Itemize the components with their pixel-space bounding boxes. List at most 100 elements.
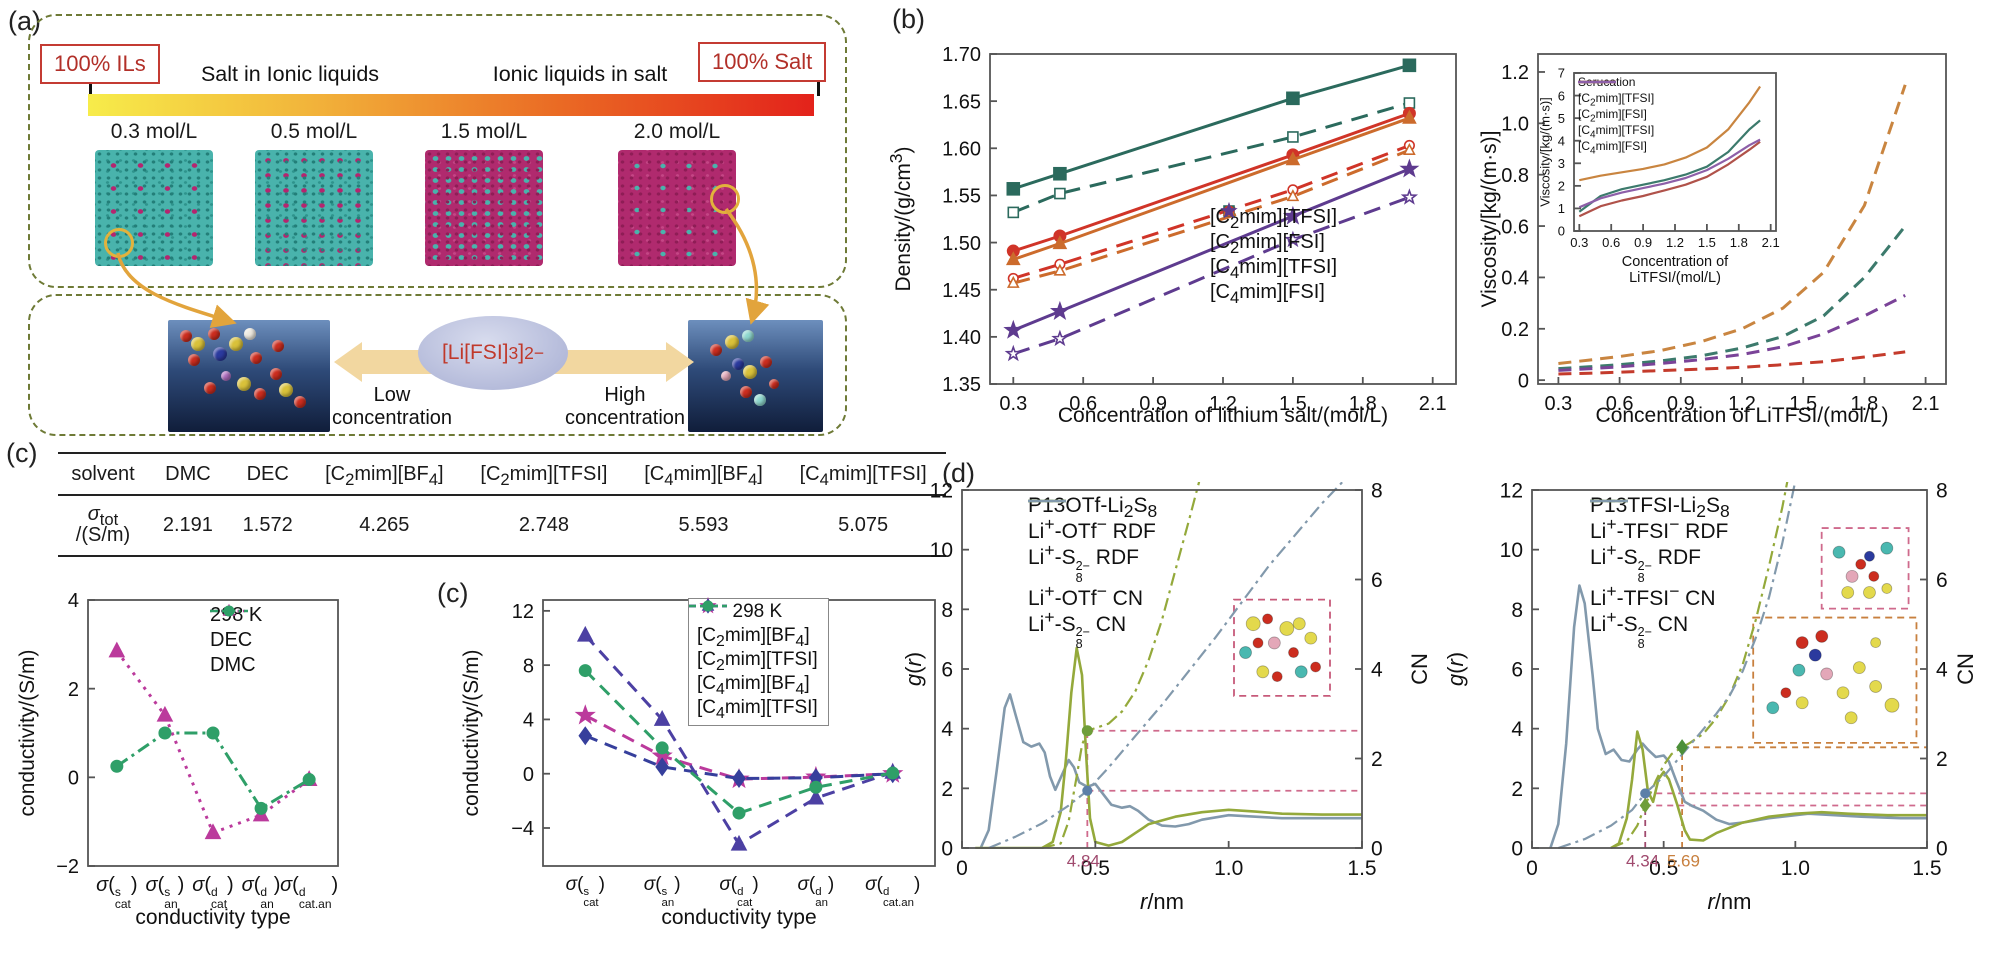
triangle-marker [1403, 142, 1416, 155]
legend: 298 K [C2mim][BF4] [C2mim][TFSI] [C4mim][BF… [688, 596, 829, 726]
y-tick-label: 0 [68, 768, 79, 790]
table-header-cell: DMC [148, 453, 228, 496]
atom-dot [204, 382, 216, 394]
x-tick-label: 0.6 [1069, 393, 1097, 415]
r-tick-label: 2 [1371, 748, 1383, 771]
y-tick-label: −4 [511, 818, 534, 840]
r-tick-label: 8 [1936, 480, 1948, 503]
series-line [1012, 63, 1410, 191]
legend-item-label: [C2mim][BF4] [697, 625, 810, 650]
molecule-atom [1844, 711, 1858, 725]
triangle-marker [1053, 263, 1067, 276]
molecule-atom [1841, 586, 1855, 599]
molecule-atom [1252, 637, 1264, 649]
y-tick-label: 2 [68, 679, 79, 701]
legend-title: 298 K [210, 604, 263, 626]
legend-item-label: [C4mim][BF4] [697, 673, 810, 698]
series-line [1012, 101, 1410, 214]
legend-item-label: Li+-OTf− RDF [1028, 514, 1156, 543]
series-line [1041, 482, 1201, 849]
series-line [1578, 119, 1761, 213]
legend-title: 298 K [732, 601, 783, 622]
legend-item-label: Li+-OTf− CN [1028, 580, 1143, 610]
y-tick-label: 1.40 [942, 327, 981, 349]
table: solvent DMC DEC [C2mim][BF4] [C2mim][TFSI] [C… [58, 452, 946, 557]
molecule-atom [1792, 663, 1806, 677]
legend-item: [C2mim][BF4] [689, 596, 818, 650]
square-marker [1402, 58, 1417, 73]
triangle-marker [730, 834, 748, 851]
legend-item: Li+-OTf− CN [1028, 499, 1157, 611]
category-tick-label: σ(s an) [145, 874, 185, 911]
y-tick-label: 1.0 [1501, 114, 1529, 136]
x-axis-label: Concentration of LiTFSI/(mol/L) [1595, 404, 1889, 427]
y-tick-label: 12 [930, 480, 953, 503]
conc-label-05: 0.5 mol/L [270, 120, 358, 143]
molecule-atom [1808, 648, 1822, 662]
star-marker [1003, 319, 1024, 339]
legend-item-label: Li+-S 2− 8 RDF [1590, 540, 1701, 585]
right-axis-label: CN [1953, 653, 1978, 685]
y-axis-label: Viscosity/[kg/(m·s)] [1478, 130, 1501, 308]
y-tick-label: 0 [941, 838, 953, 861]
atom-dot [213, 347, 227, 361]
molecule-atom [1294, 665, 1308, 679]
atom-dot [740, 386, 752, 398]
molecule-atom [1852, 661, 1866, 675]
conc-label-20: 2.0 mol/L [633, 120, 721, 143]
legend: P13TFSI-Li2S8 Li+-TFSI− RDF Li+-S 2− 8 RDF Li… [1590, 494, 1730, 653]
molecule-atom [1880, 541, 1894, 555]
series-line [1012, 195, 1410, 356]
circle-marker [223, 605, 235, 617]
legend-item-label: [C2mim][FSI] [1578, 107, 1647, 125]
r-tick-label: 4 [1371, 659, 1383, 682]
salt-100-badge: 100% Salt [698, 42, 827, 82]
circle-marker [886, 766, 900, 780]
atom-dot [254, 388, 266, 400]
star-marker [1004, 344, 1022, 362]
y-tick-label: 1.50 [942, 233, 981, 255]
atom-dot [250, 352, 262, 364]
legend: Serucation [C2mim][TFSI] [C2mim][FSI] [C4mi… [1578, 75, 1654, 156]
legend-item-label: [C4mim][FSI] [1210, 281, 1325, 307]
series-line [1012, 148, 1410, 285]
y-tick-label: 6 [941, 659, 953, 682]
y-tick-label: 5 [1558, 111, 1565, 126]
molecule-atom [1832, 545, 1846, 559]
y-tick-label: 1.2 [1501, 62, 1529, 84]
viscosity-inset-chart: 0.3 0.6 0.9 1.2 1.5 1.8 2.1 0 1 2 3 4 5 6 7 Concentrati… [1536, 26, 1846, 311]
panel-a-schematic: 100% ILs 100% Salt Salt in Ionic liquids… [0, 0, 860, 445]
triangle-marker [653, 710, 671, 726]
y-tick-label: 1.65 [942, 91, 981, 113]
x-tick-label: 0 [956, 857, 968, 880]
y-tick-label: 4 [68, 590, 79, 612]
ils-100-badge: 100% ILs [40, 44, 160, 84]
chart-canvas: −2 0 2 4 [56, 590, 339, 878]
conductivity-ils-chart: −4 0 4 8 12 conductivity type conductivity/(S/… [352, 552, 952, 962]
atom-dot [743, 365, 757, 379]
circle-marker [732, 806, 746, 820]
atom-dot [710, 344, 722, 356]
y-tick-label: 0.6 [1501, 216, 1529, 238]
y-tick-label: 8 [523, 655, 534, 677]
series-line [975, 646, 1362, 849]
x-axis-label: Concentration of LiTFSI/(mol/L) [1621, 254, 1729, 287]
y-tick-label: 6 [1511, 659, 1523, 682]
circle-marker [1082, 785, 1093, 796]
molecule-inset-box [1752, 616, 1918, 744]
arrow-head-left-icon [334, 342, 362, 382]
legend-item: [C4mim][TFSI] [1210, 203, 1337, 281]
x-tick-label: 2.1 [1762, 235, 1780, 250]
square-marker [1053, 166, 1067, 181]
y-tick-label: 2 [941, 778, 953, 801]
circle-marker [206, 726, 220, 740]
molecule-inset-box [1820, 527, 1910, 610]
x-tick-label: 1.8 [1349, 393, 1377, 415]
axis-frame [87, 599, 339, 867]
x-tick-label: 1.5 [1279, 393, 1307, 415]
y-tick-label: 10 [1500, 539, 1523, 562]
molecule-atom [1279, 621, 1295, 636]
triangle-marker [1052, 235, 1068, 250]
y-tick-label: 12 [1500, 480, 1523, 503]
series-line [988, 482, 1344, 849]
